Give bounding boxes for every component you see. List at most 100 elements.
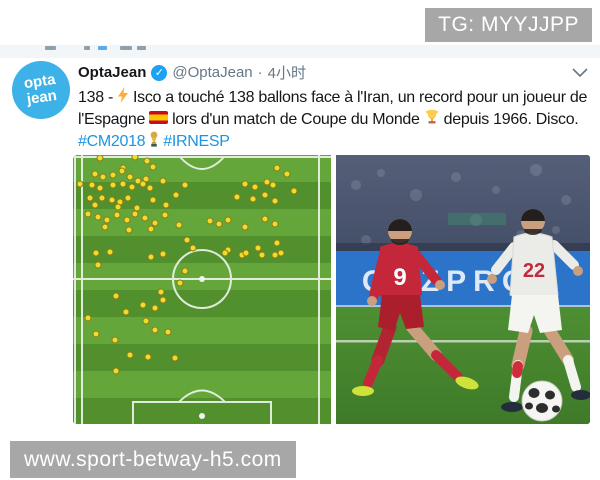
lightning-icon: [117, 86, 129, 110]
touch-dot: [76, 180, 84, 188]
touch-dot: [123, 216, 131, 224]
touch-dot: [151, 326, 159, 334]
verified-icon: ✓: [151, 64, 168, 81]
telegram-contact-badge: TG: MYYJJPP: [425, 8, 592, 42]
touch-dot: [119, 180, 127, 188]
avatar[interactable]: opta jean: [12, 61, 70, 119]
touch-dot: [113, 211, 121, 219]
match-photo-image[interactable]: GAZPROM 9: [336, 155, 590, 424]
tweet-header: OptaJean ✓ @OptaJean · 4小时: [78, 62, 306, 83]
touch-dot: [159, 296, 167, 304]
touch-dot: [151, 304, 159, 312]
touch-dot: [141, 214, 149, 222]
touch-dot: [261, 215, 269, 223]
spain-shirt-number: 22: [523, 260, 545, 282]
trophy-icon: [424, 109, 440, 132]
touch-dot: [96, 155, 104, 162]
touch-dots: [73, 155, 331, 424]
touch-dot: [109, 171, 117, 179]
touch-dot: [271, 251, 279, 259]
touch-dot: [147, 225, 155, 233]
touch-dot: [126, 351, 134, 359]
touch-dot: [290, 187, 298, 195]
tweet-line-3: #CM2018 #IRNESP: [78, 131, 587, 153]
hashtag-irnesp[interactable]: #IRNESP: [163, 133, 230, 150]
tweet-text: 138 - Isco a touché 138 ballons face à l…: [78, 86, 588, 153]
touch-dot: [109, 181, 117, 189]
touch-dot: [283, 170, 291, 178]
touch-dot: [118, 167, 125, 175]
tweet-line-1: 138 - Isco a touché 138 ballons face à l…: [78, 86, 588, 110]
worldcup-trophy-icon: [149, 131, 159, 154]
site-url-badge: www.sport-betway-h5.com: [10, 441, 296, 478]
touch-map-image[interactable]: [73, 155, 331, 424]
touch-dot: [92, 249, 100, 257]
touch-dot: [111, 336, 119, 344]
touch-dot: [273, 239, 281, 247]
touch-dot: [101, 223, 109, 231]
chevron-down-icon[interactable]: [572, 64, 588, 82]
cutoff-fragment: [45, 46, 56, 50]
touch-dot: [162, 201, 170, 209]
touch-dot: [149, 196, 157, 204]
touch-dot: [249, 195, 257, 203]
touch-dot: [128, 183, 136, 191]
avatar-logo-line2: jean: [25, 86, 59, 108]
touch-dot: [94, 213, 102, 221]
touch-dot: [181, 267, 189, 275]
touch-dot: [215, 220, 223, 228]
cutoff-fragment: [84, 46, 90, 50]
touch-dot: [142, 317, 150, 325]
touch-dot: [143, 157, 151, 165]
match-photo-scene: GAZPROM 9: [336, 155, 590, 424]
spain-flag-icon: [149, 109, 169, 131]
touch-dot: [254, 244, 262, 252]
touch-dot: [88, 181, 96, 189]
hashtag-cm2018[interactable]: #CM2018: [78, 133, 146, 150]
touch-dot: [271, 220, 279, 228]
touch-dot: [241, 223, 249, 231]
touch-dot: [122, 308, 130, 316]
touch-dot: [271, 197, 279, 205]
touch-dot: [144, 353, 152, 361]
touch-dot: [273, 164, 281, 172]
touch-dot: [157, 288, 165, 296]
touch-dot: [124, 194, 132, 202]
touch-dot: [99, 173, 107, 181]
touch-dot: [96, 184, 104, 192]
touch-dot: [241, 180, 249, 188]
touch-dot: [181, 181, 189, 189]
tweet-text-segment: Isco a touché 138 ballons face à l'Iran,…: [132, 89, 588, 106]
touch-dot: [176, 279, 184, 287]
touch-dot: [147, 253, 155, 261]
touch-dot: [189, 244, 197, 252]
touch-dot: [175, 221, 183, 229]
author-handle[interactable]: @OptaJean: [172, 64, 253, 81]
touch-dot: [159, 250, 167, 258]
touch-dot: [131, 155, 139, 161]
touch-dot: [84, 210, 92, 218]
touch-dot: [221, 249, 229, 257]
iran-shirt-number: 9: [393, 264, 406, 291]
touch-dot: [112, 367, 120, 375]
separator-dot: ·: [257, 64, 263, 81]
touch-dot: [269, 181, 277, 189]
cutoff-fragment: [120, 46, 132, 50]
touch-dot: [114, 203, 122, 211]
touch-dot: [91, 170, 99, 178]
tweet-text-segment: l'Espagne: [78, 111, 146, 128]
touch-dot: [151, 219, 159, 227]
touch-dot: [98, 194, 106, 202]
touch-dot: [149, 163, 157, 171]
football: [521, 380, 563, 422]
author-name[interactable]: OptaJean: [78, 64, 147, 81]
touch-dot: [224, 216, 232, 224]
touch-dot: [261, 191, 269, 199]
timestamp[interactable]: 4小时: [267, 65, 306, 82]
tweet-text-segment: lors d'un match de Coupe du Monde: [172, 111, 420, 128]
touch-dot: [183, 236, 191, 244]
touch-dot: [242, 249, 250, 257]
touch-dot: [251, 183, 259, 191]
tweet-line-2: l'Espagne lors d'un match de Coupe du Mo…: [78, 109, 587, 131]
